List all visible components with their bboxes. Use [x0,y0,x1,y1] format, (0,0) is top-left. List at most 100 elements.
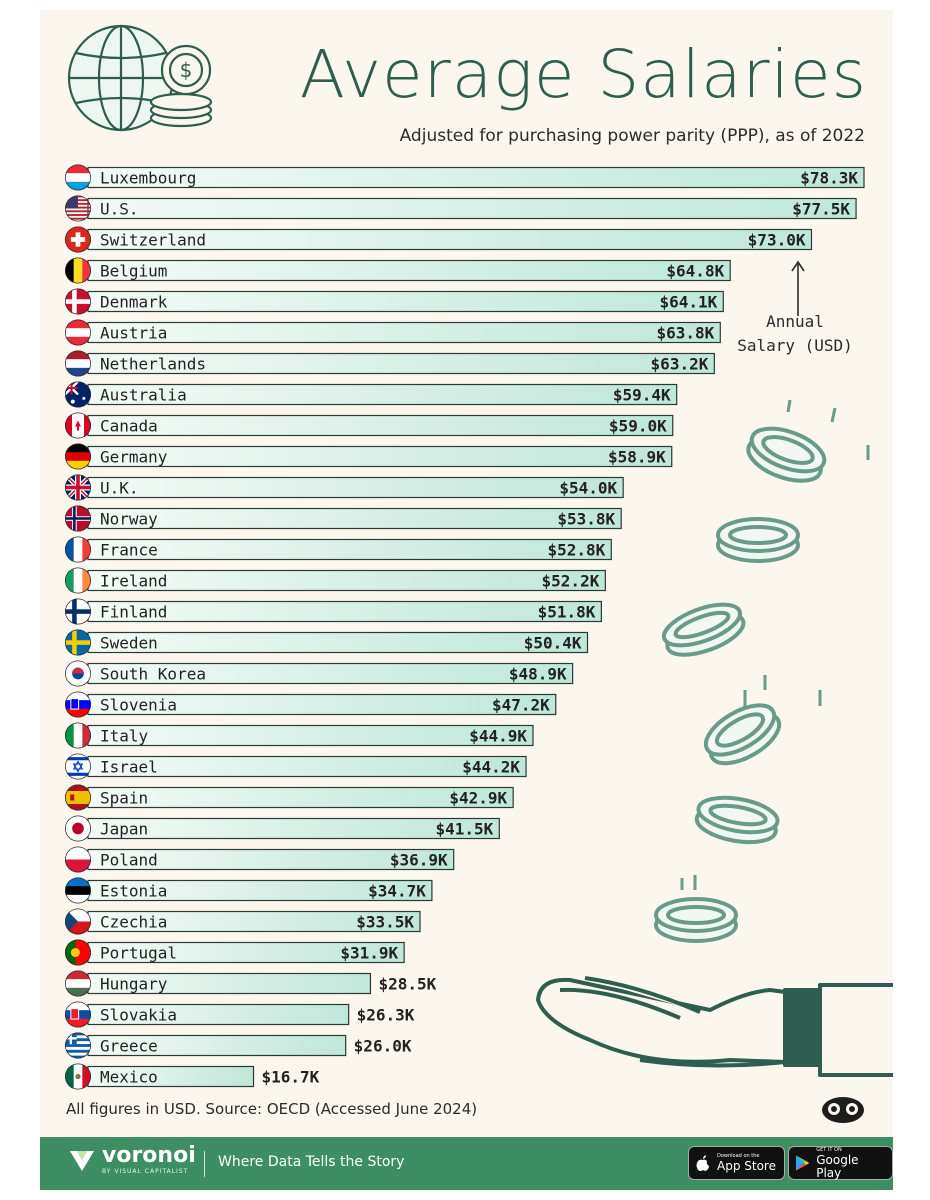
bar [87,166,865,189]
flag-icon [65,908,91,935]
category-label: Portugal [100,944,177,963]
value-label: $73.0K [748,231,806,250]
brand-byline: BY VISUAL CAPITALIST [102,1168,189,1175]
category-label: Ireland [100,572,167,591]
flag-icon [65,381,91,408]
flag-icon [65,1001,91,1028]
value-label: $59.0K [609,417,667,436]
bar-row: Portugal $31.9K [65,939,405,966]
flag-icon [65,815,91,842]
flag-icon [65,629,91,656]
value-label: $44.9K [469,727,527,746]
flag-icon [65,877,91,904]
infographic: $ Average Salaries Adjusted for purchasi… [40,10,893,1190]
value-label: $50.4K [524,634,582,653]
bar-row: Poland $36.9K [65,846,455,873]
value-label: $78.3K [800,169,858,188]
bar-row: Austria $63.8K [65,319,721,346]
value-label: $52.8K [547,541,605,560]
value-label: $26.3K [357,1006,415,1025]
bar-row: Italy $44.9K [65,722,534,749]
bar-row: Belgium $64.8K [65,257,731,284]
category-label: U.S. [100,200,139,219]
flag-icon [65,970,91,997]
app-store-button[interactable]: Download on the App Store [688,1146,785,1180]
category-label: Switzerland [100,231,206,250]
value-label: $26.0K [354,1037,412,1056]
value-label: $36.9K [390,851,448,870]
flag-icon [65,846,91,873]
value-label: $64.8K [666,262,724,281]
bar-row: Slovenia $47.2K [65,691,557,718]
flag-icon [65,753,91,780]
category-label: Poland [100,851,158,870]
flag-icon [65,288,91,315]
bar-row: Sweden $50.4K [65,629,589,656]
category-label: Netherlands [100,355,206,374]
footer-divider [204,1151,205,1177]
bar-row: Estonia $34.7K [65,877,433,904]
category-label: Greece [100,1037,158,1056]
bar-row: Hungary $28.5K [65,970,437,997]
category-label: Finland [100,603,167,622]
source-note: All figures in USD. Source: OECD (Access… [66,1100,478,1118]
category-label: Belgium [100,262,167,281]
category-label: Italy [100,727,149,746]
tagline: Where Data Tells the Story [218,1154,405,1170]
value-label: $42.9K [449,789,507,808]
category-label: South Korea [100,665,206,684]
bar [87,259,731,282]
bar-row: Denmark $64.1K [65,288,724,315]
arrow-up-icon [791,260,805,316]
flag-icon [65,567,91,594]
bar-row: Czechia $33.5K [65,908,421,935]
bar [87,414,674,437]
bar [87,476,624,499]
category-label: U.K. [100,479,139,498]
value-label: $63.2K [651,355,709,374]
value-label: $28.5K [378,975,436,994]
bar [87,724,534,747]
bar [87,631,589,654]
value-label: $58.9K [608,448,666,467]
falling-coins-illustration [654,399,870,943]
value-label: $54.0K [559,479,617,498]
category-label: Spain [100,789,148,808]
category-label: France [100,541,158,560]
value-label: $51.8K [538,603,596,622]
google-play-small: GET IT ON [816,1146,842,1153]
flag-icon [65,660,91,687]
voronoi-logo[interactable]: voronoi BY VISUAL CAPITALIST [68,1143,196,1175]
category-label: Canada [100,417,158,436]
value-label: $63.8K [656,324,714,343]
bar-row: Australia $59.4K [65,381,678,408]
flag-icon [65,350,91,377]
category-label: Japan [100,820,148,839]
bar [87,507,622,530]
category-label: Australia [100,386,187,405]
brand-name: voronoi [102,1143,196,1168]
flag-icon [65,691,91,718]
chart-title: Average Salaries [299,36,867,113]
category-label: Germany [100,448,168,467]
flag-icon [65,226,91,253]
flag-icon [65,1032,91,1059]
bar-row: Finland $51.8K [65,598,602,625]
flag-icon [65,505,91,532]
bar-row: Netherlands $63.2K [65,350,715,377]
category-label: Sweden [100,634,158,653]
bar [87,197,857,220]
bar-row: France $52.8K [65,536,612,563]
flag-icon [65,195,91,222]
bar-row: Switzerland $73.0K [65,226,813,253]
value-label: $44.2K [462,758,520,777]
value-label: $77.5K [792,200,850,219]
google-play-button[interactable]: GET IT ON Google Play [788,1146,893,1180]
bar-row: Japan $41.5K [65,815,500,842]
bar-row: Canada $59.0K [65,412,674,439]
category-label: Slovakia [100,1006,177,1025]
value-label: $34.7K [368,882,426,901]
axis-annotation: Annual Salary (USD) [730,310,860,358]
bar-row: Israel $44.2K [65,753,527,780]
bar-row: Slovakia $26.3K [65,1001,415,1028]
